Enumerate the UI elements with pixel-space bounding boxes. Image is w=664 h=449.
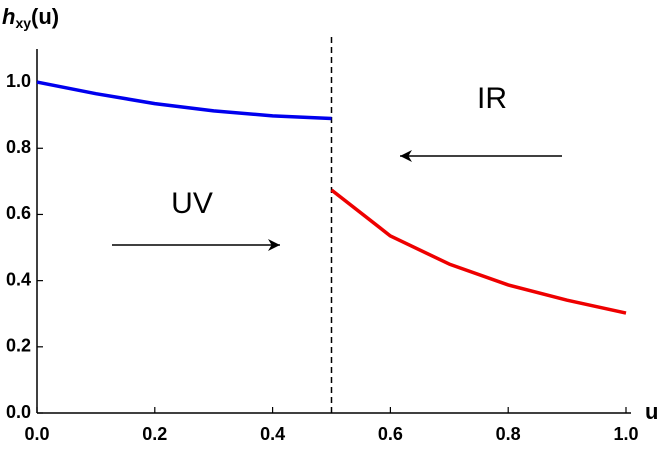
y-label-sub: xy [15, 15, 31, 31]
y-tick-label: 1.0 [6, 71, 31, 91]
y-tick-label: 0.8 [6, 137, 31, 157]
annotation: IR [477, 82, 507, 115]
series-line [330, 188, 627, 315]
y-tick-label: 0.0 [6, 402, 31, 422]
x-tick-label: 1.0 [613, 424, 638, 444]
series-line [36, 80, 332, 121]
y-axis-label: hxy(u) [2, 4, 59, 31]
y-label-rest: (u) [31, 4, 59, 29]
x-tick-label: 0.4 [260, 424, 285, 444]
annotation: UV [171, 187, 213, 220]
x-axis-label: u [645, 399, 658, 424]
x-tick-label: 0.2 [142, 424, 167, 444]
y-tick-label: 0.2 [6, 336, 31, 356]
x-tick-label: 0.6 [378, 424, 403, 444]
y-tick-label: 0.6 [6, 203, 31, 223]
y-tick-label: 0.4 [6, 269, 31, 289]
x-tick-label: 0.0 [24, 424, 49, 444]
y-label-main: h [2, 4, 15, 29]
x-tick-label: 0.8 [496, 424, 521, 444]
